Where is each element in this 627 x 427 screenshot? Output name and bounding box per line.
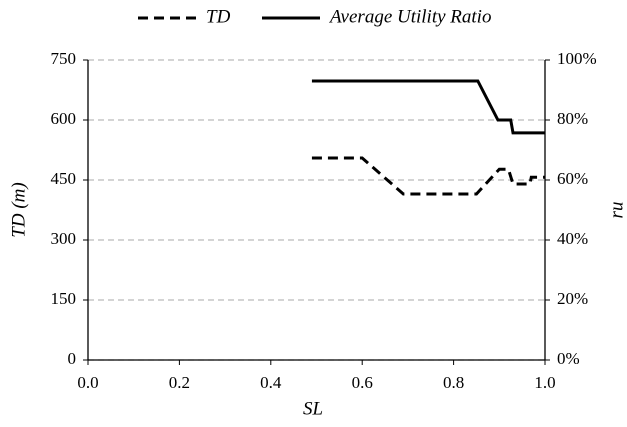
legend-label: Average Utility Ratio bbox=[328, 6, 491, 27]
y-tick-label: 0 bbox=[68, 349, 77, 368]
y-tick-label: 450 bbox=[51, 169, 77, 188]
y-tick-label: 750 bbox=[51, 49, 77, 68]
y-tick-label: 150 bbox=[51, 289, 77, 308]
legend-label: TD bbox=[206, 6, 231, 27]
y-axis-label: TD (m) bbox=[8, 182, 29, 237]
series-line bbox=[311, 79, 545, 135]
x-tick-label: 0.4 bbox=[260, 373, 282, 392]
y2-tick-label: 20% bbox=[557, 289, 588, 308]
y2-tick-label: 100% bbox=[557, 49, 597, 68]
y2-tick-label: 80% bbox=[557, 109, 588, 128]
x-tick-label: 0.6 bbox=[352, 373, 373, 392]
x-tick-label: 0.0 bbox=[77, 373, 98, 392]
y-tick-label: 600 bbox=[51, 109, 77, 128]
y-tick-label: 300 bbox=[51, 229, 77, 248]
y2-tick-label: 0% bbox=[557, 349, 580, 368]
y2-axis-label: ru bbox=[606, 202, 627, 219]
x-tick-label: 1.0 bbox=[534, 373, 555, 392]
x-tick-label: 0.2 bbox=[169, 373, 190, 392]
x-tick-label: 0.8 bbox=[443, 373, 464, 392]
y2-tick-label: 40% bbox=[557, 229, 588, 248]
y2-tick-label: 60% bbox=[557, 169, 588, 188]
x-axis-label: SL bbox=[303, 398, 323, 419]
series-line bbox=[311, 156, 545, 196]
